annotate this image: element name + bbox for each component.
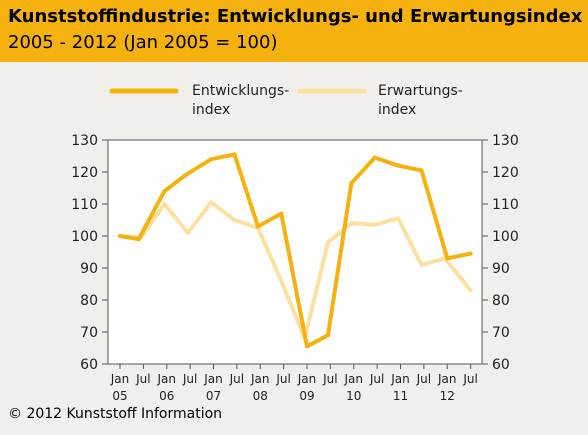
data-point-erwartungsindex xyxy=(396,216,401,221)
x-tick-label-month: Jan xyxy=(110,372,130,386)
header-band: Kunststoffindustrie: Entwicklungs- und E… xyxy=(0,0,588,62)
y-tick-label-left: 120 xyxy=(71,165,98,181)
x-tick-label-month: Jul xyxy=(135,372,150,386)
x-tick-label-year: 09 xyxy=(299,389,314,402)
data-point-entwicklungsindex xyxy=(118,234,122,238)
data-point-entwicklungsindex xyxy=(209,157,214,162)
data-point-entwicklungsindex xyxy=(468,251,473,256)
data-point-entwicklungsindex xyxy=(396,163,401,168)
data-point-entwicklungsindex xyxy=(445,256,450,261)
y-tick-label-right: 90 xyxy=(492,261,510,277)
x-tick-label-month: Jan xyxy=(203,372,223,386)
data-point-entwicklungsindex xyxy=(255,224,260,229)
x-tick-label-year: 07 xyxy=(206,389,221,402)
legend-label-entwicklungsindex: Entwicklungs-index xyxy=(192,83,289,118)
data-point-erwartungsindex xyxy=(468,288,473,293)
y-tick-label-left: 90 xyxy=(80,261,98,277)
data-point-entwicklungsindex xyxy=(279,211,284,216)
x-tick-label-year: 06 xyxy=(159,389,174,402)
x-tick-label-month: Jan xyxy=(390,372,410,386)
x-tick-label-month: Jan xyxy=(297,372,317,386)
legend-label-erwartungsindex: Erwartungs-index xyxy=(378,83,463,118)
data-point-erwartungsindex xyxy=(279,278,284,283)
data-point-entwicklungsindex xyxy=(305,344,309,349)
x-tick-label-month: Jul xyxy=(462,372,477,386)
y-tick-label-right: 130 xyxy=(492,133,519,149)
data-point-entwicklungsindex xyxy=(162,189,167,194)
y-tick-label-right: 110 xyxy=(492,197,519,213)
copyright-note: © 2012 Kunststoff Information xyxy=(8,406,223,422)
x-tick-label-month: Jul xyxy=(182,372,197,386)
data-point-entwicklungsindex xyxy=(349,181,354,186)
x-tick-label-year: 05 xyxy=(112,389,127,402)
x-tick-label-year: 12 xyxy=(440,389,455,402)
y-tick-label-right: 60 xyxy=(492,357,510,373)
y-tick-label-left: 110 xyxy=(71,197,98,213)
x-tick-label-month: Jul xyxy=(275,372,290,386)
x-tick-label-month: Jan xyxy=(437,372,457,386)
data-point-entwicklungsindex xyxy=(419,168,424,173)
chart-subtitle: 2005 - 2012 (Jan 2005 = 100) xyxy=(8,32,278,53)
y-tick-label-right: 100 xyxy=(492,229,519,245)
x-tick-label-month: Jan xyxy=(157,372,177,386)
x-tick-label-month: Jul xyxy=(369,372,384,386)
data-point-erwartungsindex xyxy=(326,240,331,245)
data-point-entwicklungsindex xyxy=(232,152,237,157)
data-point-erwartungsindex xyxy=(209,200,214,205)
x-tick-label-month: Jan xyxy=(344,372,364,386)
y-tick-label-right: 80 xyxy=(492,293,510,309)
data-point-entwicklungsindex xyxy=(372,155,377,160)
line-chart: 60 60 70 70 80 80 90 90 100 100 110 110 120 120 130 130… xyxy=(71,83,519,402)
data-point-erwartungsindex xyxy=(232,218,237,222)
y-tick-label-right: 70 xyxy=(492,325,510,341)
data-point-erwartungsindex xyxy=(185,230,190,235)
y-tick-label-right: 120 xyxy=(492,165,519,181)
x-tick-label-month: Jul xyxy=(229,372,244,386)
series-line-erwartungsindex xyxy=(118,200,473,341)
series-line-entwicklungsindex xyxy=(118,152,473,349)
data-point-entwicklungsindex xyxy=(136,237,141,242)
x-tick-label-year: 11 xyxy=(393,389,408,402)
y-tick-label-left: 100 xyxy=(71,229,98,245)
x-tick-label-month: Jul xyxy=(416,372,431,386)
x-tick-label-year: 08 xyxy=(253,389,268,402)
plot-frame xyxy=(107,139,483,365)
x-tick-label-month: Jul xyxy=(322,372,337,386)
data-point-erwartungsindex xyxy=(162,202,167,206)
data-point-entwicklungsindex xyxy=(326,333,331,338)
x-tick-label-month: Jan xyxy=(250,372,270,386)
y-tick-label-left: 80 xyxy=(80,293,98,309)
y-tick-label-left: 70 xyxy=(80,325,98,341)
y-tick-label-left: 60 xyxy=(80,357,98,373)
x-tick-label-year: 10 xyxy=(346,389,361,402)
data-point-entwicklungsindex xyxy=(183,173,188,178)
data-point-erwartungsindex xyxy=(419,262,424,267)
data-point-erwartungsindex xyxy=(372,222,377,227)
chart-title: Kunststoffindustrie: Entwicklungs- und E… xyxy=(8,6,583,27)
y-tick-label-left: 130 xyxy=(71,133,98,149)
data-point-erwartungsindex xyxy=(349,221,354,226)
